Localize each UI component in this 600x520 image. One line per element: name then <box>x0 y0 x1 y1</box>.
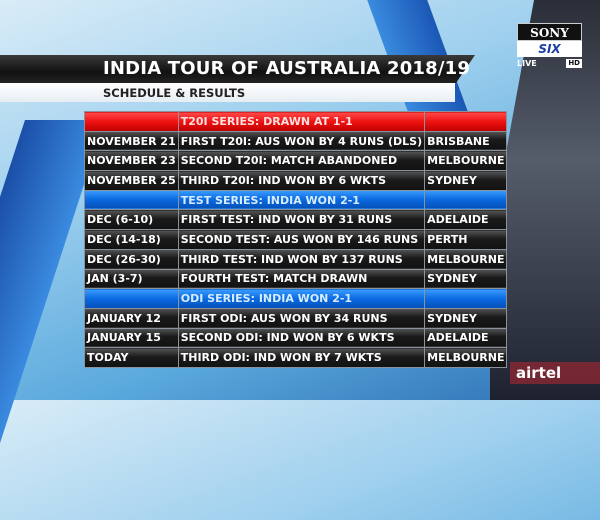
venue-cell: ADELAIDE <box>424 209 508 231</box>
venue-cell: SYDNEY <box>424 268 508 290</box>
match-cell: T20I SERIES: DRAWN AT 1-1 <box>177 111 426 132</box>
table-row: DEC (26-30) THIRD TEST: IND WON BY 137 RU… <box>84 248 508 270</box>
match-cell: SECOND T20I: MATCH ABANDONED <box>177 150 426 172</box>
match-cell: THIRD TEST: IND WON BY 137 RUNS <box>177 248 426 270</box>
match-cell: TEST SERIES: INDIA WON 2-1 <box>177 189 426 211</box>
series-header-row: ODI SERIES: INDIA WON 2-1 <box>84 288 508 309</box>
venue-cell <box>424 111 508 132</box>
series-header-row: TEST SERIES: INDIA WON 2-1 <box>84 189 508 211</box>
date-cell: DEC (26-30) <box>84 248 179 270</box>
venue-cell: MELBOURNE <box>424 347 508 368</box>
table-row: JANUARY 12 FIRST ODI: AUS WON BY 34 RUNS S… <box>84 307 508 329</box>
table-row: JANUARY 15 SECOND ODI: IND WON BY 6 WKTS A… <box>84 327 508 349</box>
match-cell: FIRST T20I: AUS WON BY 4 RUNS (DLS) <box>177 130 426 152</box>
table-row: JAN (3-7) FOURTH TEST: MATCH DRAWN SYDNEY <box>84 268 508 290</box>
table-row: NOVEMBER 23 SECOND T20I: MATCH ABANDONED M… <box>84 150 508 172</box>
venue-cell: MELBOURNE <box>424 248 508 270</box>
date-cell: NOVEMBER 25 <box>84 170 179 191</box>
date-cell <box>84 111 179 132</box>
venue-cell: SYDNEY <box>424 170 508 191</box>
table-row: TODAY THIRD ODI: IND WON BY 7 WKTS MELBOUR… <box>84 347 508 368</box>
date-cell: JAN (3-7) <box>84 268 179 290</box>
venue-cell <box>424 189 508 211</box>
graphic-title: INDIA TOUR OF AUSTRALIA 2018/19 <box>103 58 471 79</box>
subtitle-bar <box>0 83 455 102</box>
date-cell: DEC (14-18) <box>84 229 179 250</box>
channel-logo: SONY SIX LIVE HD <box>517 23 582 68</box>
date-cell: DEC (6-10) <box>84 209 179 231</box>
table-row: DEC (14-18) SECOND TEST: AUS WON BY 146 R… <box>84 229 508 250</box>
date-cell: NOVEMBER 23 <box>84 150 179 172</box>
venue-cell: ADELAIDE <box>424 327 508 349</box>
live-indicator: LIVE <box>517 59 537 68</box>
venue-cell: MELBOURNE <box>424 150 508 172</box>
date-cell: TODAY <box>84 347 179 368</box>
match-cell: FIRST TEST: IND WON BY 31 RUNS <box>177 209 426 231</box>
table-row: DEC (6-10) FIRST TEST: IND WON BY 31 RUNS… <box>84 209 508 231</box>
match-cell: THIRD T20I: IND WON BY 6 WKTS <box>177 170 426 191</box>
title-bar <box>0 55 475 83</box>
date-cell: NOVEMBER 21 <box>84 130 179 152</box>
date-cell <box>84 288 179 309</box>
hd-badge: HD <box>566 59 582 68</box>
graphic-subtitle: SCHEDULE & RESULTS <box>103 86 246 100</box>
match-cell: SECOND ODI: IND WON BY 6 WKTS <box>177 327 426 349</box>
table-row: NOVEMBER 25 THIRD T20I: IND WON BY 6 WKTS… <box>84 170 508 191</box>
match-cell: FIRST ODI: AUS WON BY 34 RUNS <box>177 307 426 329</box>
sony-logo: SONY <box>517 23 582 41</box>
schedule-table: T20I SERIES: DRAWN AT 1-1 NOVEMBER 21 FIRS… <box>84 111 508 368</box>
venue-cell: PERTH <box>424 229 508 250</box>
date-cell: JANUARY 12 <box>84 307 179 329</box>
date-cell: JANUARY 15 <box>84 327 179 349</box>
venue-cell: BRISBANE <box>424 130 508 152</box>
series-header-row: T20I SERIES: DRAWN AT 1-1 <box>84 111 508 132</box>
table-row: NOVEMBER 21 FIRST T20I: AUS WON BY 4 RUNS… <box>84 130 508 152</box>
venue-cell <box>424 288 508 309</box>
sponsor-logo: airtel <box>510 362 600 384</box>
match-cell: THIRD ODI: IND WON BY 7 WKTS <box>177 347 426 368</box>
match-cell: SECOND TEST: AUS WON BY 146 RUNS <box>177 229 426 250</box>
date-cell <box>84 189 179 211</box>
match-cell: ODI SERIES: INDIA WON 2-1 <box>177 288 426 309</box>
six-logo: SIX <box>517 41 582 57</box>
match-cell: FOURTH TEST: MATCH DRAWN <box>177 268 426 290</box>
venue-cell: SYDNEY <box>424 307 508 329</box>
